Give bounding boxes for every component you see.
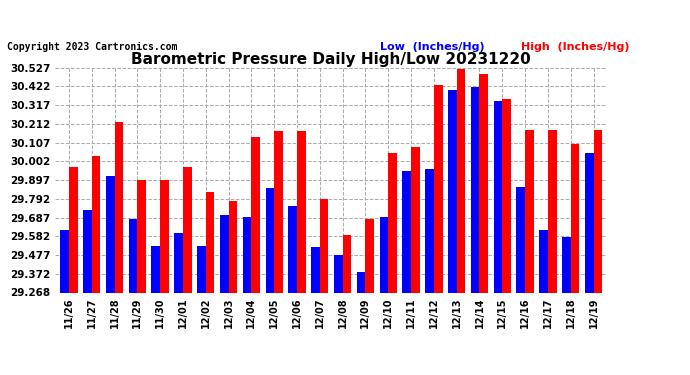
Bar bbox=[471, 87, 480, 292]
Bar bbox=[243, 217, 251, 292]
Bar bbox=[319, 199, 328, 292]
Bar bbox=[516, 187, 525, 292]
Bar bbox=[220, 215, 228, 292]
Bar bbox=[480, 74, 488, 292]
Title: Barometric Pressure Daily High/Low 20231220: Barometric Pressure Daily High/Low 20231… bbox=[131, 53, 531, 68]
Bar bbox=[585, 153, 593, 292]
Bar bbox=[539, 230, 548, 292]
Bar bbox=[266, 189, 274, 292]
Bar bbox=[160, 180, 169, 292]
Bar bbox=[388, 153, 397, 292]
Bar bbox=[274, 131, 283, 292]
Bar bbox=[228, 201, 237, 292]
Bar bbox=[197, 246, 206, 292]
Bar bbox=[206, 192, 215, 292]
Bar bbox=[380, 217, 388, 292]
Bar bbox=[297, 131, 306, 292]
Bar bbox=[493, 101, 502, 292]
Bar bbox=[502, 99, 511, 292]
Bar bbox=[425, 169, 434, 292]
Bar bbox=[357, 273, 366, 292]
Bar bbox=[128, 219, 137, 292]
Bar bbox=[343, 235, 351, 292]
Bar bbox=[562, 237, 571, 292]
Bar bbox=[457, 69, 465, 292]
Text: Low  (Inches/Hg): Low (Inches/Hg) bbox=[380, 42, 484, 52]
Bar bbox=[83, 210, 92, 292]
Bar bbox=[183, 167, 192, 292]
Text: High  (Inches/Hg): High (Inches/Hg) bbox=[521, 42, 629, 52]
Bar bbox=[137, 180, 146, 292]
Bar bbox=[152, 246, 160, 292]
Bar bbox=[288, 206, 297, 292]
Bar bbox=[251, 136, 260, 292]
Bar bbox=[525, 129, 534, 292]
Bar bbox=[571, 144, 580, 292]
Bar bbox=[60, 230, 69, 292]
Bar bbox=[311, 248, 319, 292]
Bar bbox=[548, 129, 557, 292]
Bar bbox=[69, 167, 77, 292]
Bar bbox=[402, 171, 411, 292]
Bar bbox=[366, 219, 374, 292]
Bar bbox=[334, 255, 343, 292]
Bar bbox=[175, 233, 183, 292]
Bar bbox=[448, 90, 457, 292]
Bar bbox=[434, 85, 442, 292]
Bar bbox=[106, 176, 115, 292]
Bar bbox=[115, 122, 124, 292]
Bar bbox=[92, 156, 100, 292]
Bar bbox=[411, 147, 420, 292]
Bar bbox=[593, 129, 602, 292]
Text: Copyright 2023 Cartronics.com: Copyright 2023 Cartronics.com bbox=[7, 42, 177, 52]
